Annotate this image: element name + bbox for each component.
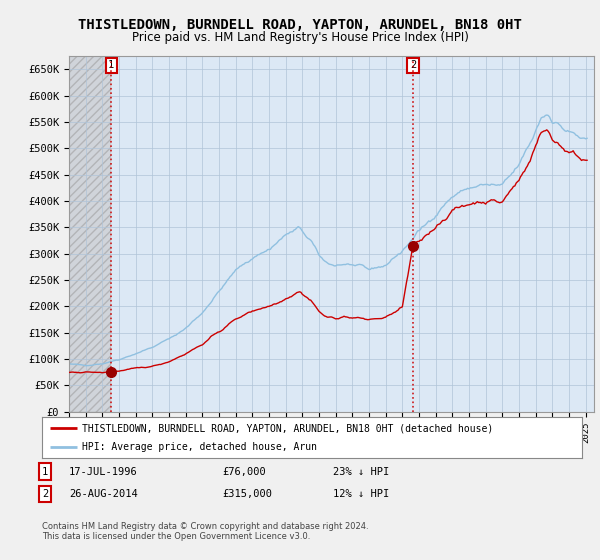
Text: THISTLEDOWN, BURNDELL ROAD, YAPTON, ARUNDEL, BN18 0HT: THISTLEDOWN, BURNDELL ROAD, YAPTON, ARUN… [78, 18, 522, 32]
Text: THISTLEDOWN, BURNDELL ROAD, YAPTON, ARUNDEL, BN18 0HT (detached house): THISTLEDOWN, BURNDELL ROAD, YAPTON, ARUN… [83, 423, 494, 433]
Text: HPI: Average price, detached house, Arun: HPI: Average price, detached house, Arun [83, 442, 317, 451]
Text: 1: 1 [42, 466, 48, 477]
Text: 1: 1 [108, 60, 115, 70]
Text: Price paid vs. HM Land Registry's House Price Index (HPI): Price paid vs. HM Land Registry's House … [131, 31, 469, 44]
Text: £76,000: £76,000 [222, 466, 266, 477]
Text: 2: 2 [42, 489, 48, 499]
Text: 23% ↓ HPI: 23% ↓ HPI [333, 466, 389, 477]
Text: 2: 2 [410, 60, 416, 70]
Text: Contains HM Land Registry data © Crown copyright and database right 2024.
This d: Contains HM Land Registry data © Crown c… [42, 522, 368, 542]
Text: £315,000: £315,000 [222, 489, 272, 499]
Text: 26-AUG-2014: 26-AUG-2014 [69, 489, 138, 499]
Text: 12% ↓ HPI: 12% ↓ HPI [333, 489, 389, 499]
Text: 17-JUL-1996: 17-JUL-1996 [69, 466, 138, 477]
